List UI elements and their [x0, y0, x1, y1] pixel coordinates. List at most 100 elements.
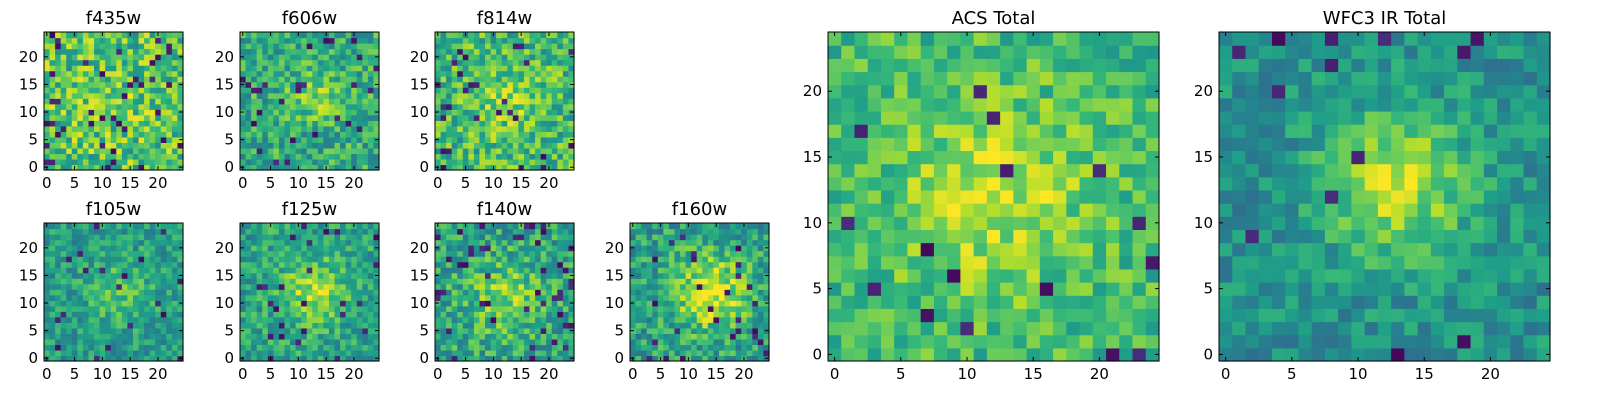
- heatmap-cell: [60, 76, 67, 83]
- heatmap-cell: [1106, 176, 1120, 191]
- heatmap-cell: [707, 278, 714, 285]
- heatmap-cell: [657, 278, 664, 285]
- heatmap-cell: [177, 228, 184, 235]
- heatmap-cell: [55, 131, 62, 138]
- heatmap-cell: [713, 250, 720, 257]
- heatmap-cell: [468, 87, 475, 94]
- heatmap-cell: [77, 147, 84, 155]
- heatmap-cell: [284, 305, 291, 312]
- heatmap-cell: [490, 245, 497, 252]
- heatmap-cell: [328, 234, 336, 241]
- heatmap-cell: [960, 242, 975, 257]
- heatmap-cell: [334, 136, 341, 143]
- heatmap-cell: [757, 228, 765, 235]
- heatmap-cell: [284, 239, 291, 246]
- heatmap-cell: [960, 334, 975, 349]
- heatmap-cell: [479, 125, 486, 132]
- heatmap-cell: [435, 283, 442, 290]
- heatmap-cell: [1079, 268, 1094, 283]
- heatmap-cell: [155, 158, 162, 166]
- heatmap-cell: [523, 333, 531, 340]
- heatmap-cell: [763, 283, 770, 290]
- heatmap-cell: [741, 294, 748, 301]
- heatmap-cell: [367, 70, 375, 77]
- heatmap-cell: [440, 355, 447, 362]
- heatmap-cell: [696, 349, 703, 357]
- heatmap-cell: [351, 125, 358, 132]
- heatmap-cell: [82, 103, 90, 110]
- heatmap-cell: [546, 344, 553, 351]
- heatmap-cell: [479, 344, 486, 351]
- heatmap-cell: [518, 245, 525, 252]
- heatmap-cell: [356, 142, 363, 149]
- heatmap-cell: [1145, 282, 1160, 296]
- heatmap-cell: [854, 308, 869, 323]
- heatmap-cell: [88, 228, 95, 235]
- heatmap-cell: [256, 305, 263, 312]
- heatmap-cell: [479, 92, 486, 99]
- heatmap-cell: [446, 278, 453, 285]
- heatmap-cell: [323, 234, 330, 241]
- heatmap-cell: [71, 147, 78, 155]
- heatmap-cell: [273, 278, 280, 285]
- heatmap-cell: [512, 355, 519, 362]
- heatmap-cell: [468, 272, 475, 279]
- heatmap-cell: [546, 261, 553, 268]
- heatmap-cell: [986, 347, 1001, 362]
- heatmap-cell: [273, 103, 280, 110]
- heatmap-cell: [351, 245, 358, 252]
- heatmap-cell: [60, 300, 67, 307]
- heatmap-cell: [718, 355, 726, 362]
- heatmap-cell: [362, 43, 369, 50]
- heatmap-cell: [1026, 347, 1041, 362]
- heatmap-cell: [540, 261, 547, 268]
- heatmap-cell: [501, 355, 508, 362]
- heatmap-cell: [735, 349, 742, 357]
- heatmap-cell: [535, 65, 542, 72]
- heatmap-cell: [149, 289, 156, 296]
- heatmap-cell: [82, 76, 90, 83]
- heatmap-cell: [251, 136, 258, 143]
- heatmap-cell: [947, 216, 961, 230]
- heatmap-cell: [49, 48, 56, 55]
- heatmap-cell: [523, 37, 531, 44]
- heatmap-cell: [668, 294, 676, 301]
- heatmap-cell: [568, 278, 575, 285]
- heatmap-cell: [116, 136, 123, 143]
- heatmap-cell: [356, 228, 363, 235]
- heatmap-cell: [435, 92, 442, 99]
- heatmap-cell: [1000, 242, 1014, 257]
- heatmap-cell: [49, 311, 56, 318]
- x-tick-label: 5: [70, 365, 80, 383]
- x-tick-label: 10: [679, 365, 698, 383]
- heatmap-cell: [546, 272, 553, 279]
- heatmap-cell: [507, 48, 514, 55]
- heatmap-cell: [652, 327, 659, 334]
- heatmap-cell: [1066, 176, 1081, 191]
- heatmap-cell: [351, 43, 358, 50]
- heatmap-cell: [854, 321, 869, 336]
- heatmap-cell: [44, 92, 51, 99]
- heatmap-cell: [652, 256, 659, 263]
- heatmap-cell: [328, 294, 336, 301]
- heatmap-cell: [880, 334, 895, 349]
- heatmap-cell: [262, 142, 269, 149]
- heatmap-cell: [512, 344, 519, 351]
- heatmap-cell: [105, 278, 112, 285]
- heatmap-cell: [529, 114, 536, 121]
- heatmap-cell: [933, 150, 948, 165]
- heatmap-cell: [49, 65, 56, 72]
- heatmap-cell: [44, 70, 51, 77]
- heatmap-cell: [641, 250, 648, 257]
- y-tick-label: 10: [19, 103, 38, 121]
- heatmap-cell: [568, 131, 575, 138]
- heatmap-cell: [674, 294, 681, 301]
- heatmap-cell: [707, 355, 714, 362]
- heatmap-cell: [256, 344, 263, 351]
- heatmap-cell: [562, 267, 570, 274]
- heatmap-cell: [251, 256, 258, 263]
- heatmap-cell: [340, 43, 347, 50]
- heatmap-cell: [116, 109, 123, 116]
- heatmap-cell: [451, 147, 458, 155]
